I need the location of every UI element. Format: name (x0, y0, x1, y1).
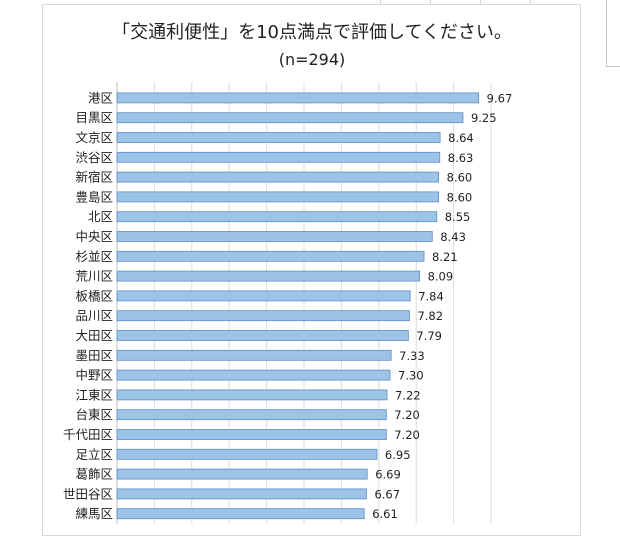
bar-12 (116, 330, 409, 341)
value-label: 7.82 (417, 309, 443, 323)
chart-title: 「交通利便性」を10点満点で評価してください。 (112, 22, 512, 43)
value-label: 7.20 (394, 428, 420, 442)
value-label: 8.60 (447, 171, 473, 185)
value-label: 6.69 (375, 468, 401, 482)
value-label: 8.43 (440, 230, 466, 244)
value-label: 8.60 (447, 190, 473, 204)
category-label: 葛飾区 (75, 467, 113, 482)
category-label: 大田区 (75, 328, 113, 343)
bar-9 (116, 270, 420, 282)
bar-8 (116, 250, 425, 262)
chart-subtitle: (n=294) (279, 50, 346, 69)
value-label: 8.64 (448, 131, 474, 145)
bar-2 (116, 132, 441, 143)
bar-1 (116, 112, 464, 124)
bar-5 (116, 191, 440, 203)
value-label: 8.55 (445, 210, 471, 224)
bar-3 (116, 151, 441, 163)
value-label: 6.95 (385, 448, 411, 462)
bar-15 (116, 389, 388, 401)
value-label: 6.67 (374, 487, 400, 501)
value-label: 7.22 (395, 388, 421, 402)
category-label: 豊島区 (75, 189, 113, 204)
category-label: 港区 (88, 90, 113, 105)
value-label: 7.79 (416, 329, 442, 343)
value-label: 7.30 (398, 369, 424, 383)
value-label: 9.25 (471, 111, 497, 125)
category-label: 荒川区 (75, 269, 113, 284)
bar-chart: 「交通利便性」を10点満点で評価してください。 (n=294) 港区目黒区文京区… (63, 22, 512, 524)
bar-14 (116, 369, 391, 381)
category-label: 杉並区 (75, 249, 113, 264)
category-label: 文京区 (75, 130, 113, 145)
value-labels: 9.67 9.25 8.64 8.63 8.60 8.60 8.55 8.43 8.21 8.09… (372, 91, 512, 521)
category-label: 千代田区 (63, 427, 113, 442)
category-label: 品川区 (75, 308, 113, 323)
bars (116, 92, 480, 520)
category-label: 中央区 (75, 229, 113, 244)
bar-11 (116, 310, 410, 322)
category-label: 世田谷区 (63, 486, 113, 501)
bar-6 (116, 211, 438, 223)
adjacent-cell-frame (606, 0, 620, 67)
category-label: 北区 (88, 209, 113, 224)
category-label: 板橋区 (75, 288, 113, 303)
bar-7 (116, 231, 433, 242)
bar-13 (116, 349, 392, 361)
category-label: 墨田区 (75, 348, 113, 363)
value-label: 8.09 (428, 270, 454, 284)
category-label: 足立区 (75, 447, 113, 462)
value-label: 7.33 (399, 349, 425, 363)
category-label: 中野区 (75, 368, 113, 383)
bar-16 (116, 409, 387, 421)
category-label: 台東区 (75, 407, 113, 422)
value-label: 8.21 (432, 250, 458, 264)
value-label: 7.84 (418, 289, 444, 303)
bar-18 (116, 448, 378, 460)
category-label: 江東区 (75, 387, 113, 402)
bar-21 (116, 508, 365, 520)
bar-10 (116, 290, 411, 302)
category-labels: 港区目黒区文京区渋谷区新宿区豊島区北区中央区杉並区荒川区板橋区品川区大田区墨田区… (63, 90, 113, 521)
category-label: 渋谷区 (75, 150, 113, 165)
category-label: 練馬区 (75, 506, 113, 521)
value-label: 8.63 (448, 151, 474, 165)
bar-19 (116, 468, 368, 480)
value-label: 7.20 (394, 408, 420, 422)
value-label: 6.61 (372, 507, 398, 521)
bar-17 (116, 429, 387, 440)
category-label: 新宿区 (75, 170, 113, 185)
category-label: 目黒区 (75, 110, 113, 125)
bar-4 (116, 171, 440, 183)
bar-20 (116, 488, 367, 500)
value-label: 9.67 (487, 91, 513, 105)
bar-0 (116, 92, 480, 104)
